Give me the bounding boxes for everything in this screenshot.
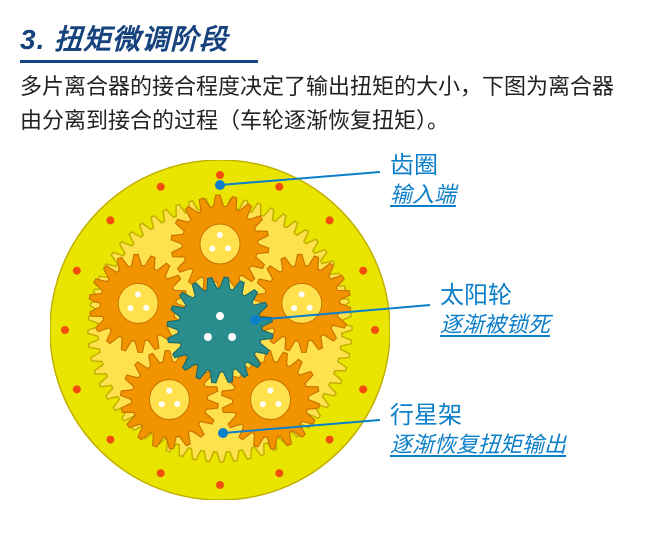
section-description: 多片离合器的接合程度决定了输出扭矩的大小，下图为离合器由分离到接合的过程（车轮逐…: [20, 70, 630, 138]
planetary-gear-diagram: [50, 160, 390, 500]
callout-ring-gear: 齿圈输入端: [390, 150, 456, 210]
callout-sub-text: 输入端: [390, 181, 456, 210]
callout-sub-text: 逐渐恢复扭矩输出: [390, 431, 566, 460]
callout-main-text: 行星架: [390, 400, 566, 431]
callout-sun-gear: 太阳轮逐渐被锁死: [440, 280, 550, 340]
callout-main-text: 齿圈: [390, 150, 456, 181]
callout-carrier: 行星架逐渐恢复扭矩输出: [390, 400, 566, 460]
callout-main-text: 太阳轮: [440, 280, 550, 311]
section-title: 3. 扭矩微调阶段: [20, 18, 258, 63]
callout-sub-text: 逐渐被锁死: [440, 311, 550, 340]
